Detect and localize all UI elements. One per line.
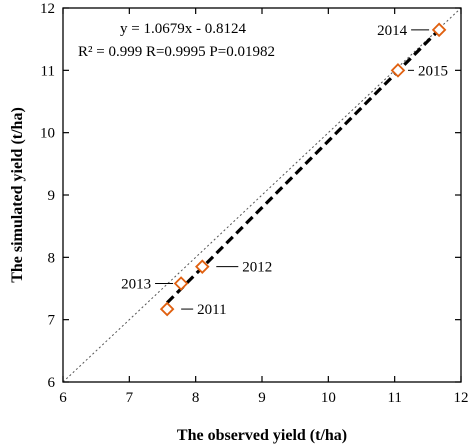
- data-point-2015: [390, 63, 406, 78]
- point-label-2013: 2013: [121, 277, 151, 293]
- data-point-2013: [173, 276, 189, 291]
- point-label-2012: 2012: [242, 260, 272, 276]
- point-label-2011: 2011: [197, 302, 226, 318]
- equation-text: y = 1.0679x - 0.8124: [120, 21, 246, 37]
- y-tick-label: 9: [48, 188, 56, 204]
- x-tick-label: 10: [321, 390, 336, 406]
- tick-labels: 6 7 8 9 10 11 12 6 7 8 9 10 11 12: [40, 1, 469, 406]
- y-tick-label: 12: [40, 1, 55, 17]
- data-point-2014: [431, 22, 447, 38]
- y-tick-label: 8: [48, 250, 56, 266]
- axis-ticks: [62, 7, 462, 383]
- point-label-2014: 2014: [377, 23, 408, 39]
- regression-line: [166, 28, 441, 304]
- y-tick-label: 10: [40, 126, 55, 142]
- y-tick-label: 7: [48, 313, 56, 329]
- x-tick-label: 9: [258, 390, 266, 406]
- x-tick-label: 12: [454, 390, 469, 406]
- x-axis-title: The observed yield (t/ha): [177, 427, 347, 444]
- y-tick-label: 11: [41, 63, 55, 79]
- data-points: [159, 22, 447, 317]
- x-tick-label: 6: [59, 390, 67, 406]
- statistics-text: R² = 0.999 R=0.9995 P=0.01982: [78, 44, 275, 60]
- one-to-one-reference-line: [62, 7, 462, 383]
- x-tick-label: 7: [126, 390, 134, 406]
- point-label-2015: 2015: [418, 63, 448, 79]
- data-point-2011: [159, 301, 175, 317]
- point-callouts: 2011 2012 2013 2014 2015: [121, 23, 448, 318]
- y-axis-title: The simulated yield (t/ha): [9, 107, 26, 283]
- y-tick-label: 6: [48, 375, 56, 391]
- data-point-2012: [195, 259, 210, 274]
- x-tick-label: 11: [387, 390, 401, 406]
- x-tick-label: 8: [192, 390, 200, 406]
